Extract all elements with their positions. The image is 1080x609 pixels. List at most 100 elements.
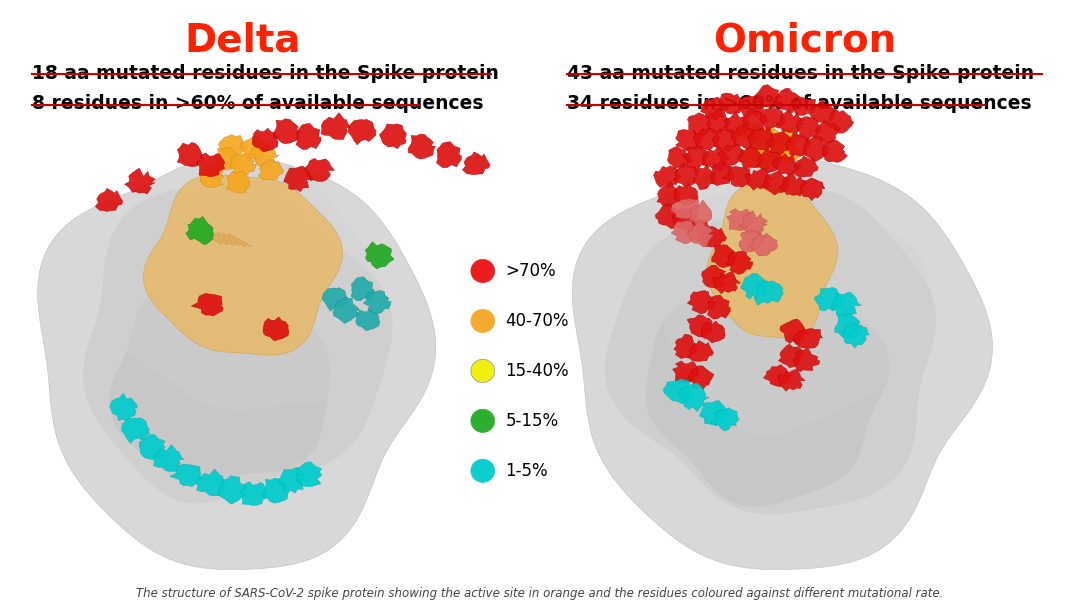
Polygon shape — [186, 216, 214, 244]
Polygon shape — [674, 163, 699, 187]
Polygon shape — [832, 292, 861, 318]
Polygon shape — [745, 168, 773, 190]
Polygon shape — [794, 348, 820, 371]
Polygon shape — [109, 260, 330, 484]
Text: 34 residues in >60% of available sequences: 34 residues in >60% of available sequenc… — [567, 94, 1031, 113]
Polygon shape — [725, 251, 753, 275]
Polygon shape — [109, 161, 373, 410]
Polygon shape — [688, 366, 714, 390]
Polygon shape — [741, 273, 769, 299]
Polygon shape — [757, 149, 782, 173]
Polygon shape — [700, 401, 729, 426]
Ellipse shape — [471, 359, 495, 382]
Polygon shape — [731, 125, 757, 149]
Polygon shape — [296, 462, 322, 487]
Polygon shape — [110, 393, 137, 421]
Polygon shape — [379, 124, 406, 149]
Polygon shape — [712, 245, 737, 268]
Text: 18 aa mutated residues in the Spike protein: 18 aa mutated residues in the Spike prot… — [32, 64, 499, 83]
Polygon shape — [748, 233, 778, 256]
Polygon shape — [258, 159, 284, 180]
Polygon shape — [702, 146, 730, 170]
Polygon shape — [333, 297, 360, 323]
Polygon shape — [218, 476, 247, 504]
Polygon shape — [702, 265, 726, 288]
Text: The structure of SARS-CoV-2 spike protein showing the active site in orange and : The structure of SARS-CoV-2 spike protei… — [136, 587, 944, 600]
Polygon shape — [124, 168, 156, 194]
Polygon shape — [191, 294, 224, 316]
Text: 40-70%: 40-70% — [505, 312, 569, 330]
Polygon shape — [663, 379, 692, 403]
Polygon shape — [262, 478, 289, 503]
Polygon shape — [572, 155, 993, 569]
Polygon shape — [772, 153, 801, 176]
Polygon shape — [738, 96, 764, 119]
Polygon shape — [671, 220, 699, 244]
Polygon shape — [656, 204, 681, 228]
Polygon shape — [793, 328, 823, 348]
Polygon shape — [251, 143, 280, 169]
Polygon shape — [701, 321, 725, 343]
Polygon shape — [756, 127, 781, 147]
Polygon shape — [672, 208, 700, 230]
Polygon shape — [673, 361, 699, 383]
Text: Omicron: Omicron — [713, 21, 896, 59]
Polygon shape — [693, 128, 721, 150]
Polygon shape — [436, 142, 461, 168]
Polygon shape — [711, 407, 740, 431]
Polygon shape — [351, 277, 374, 301]
Polygon shape — [228, 153, 256, 177]
Polygon shape — [653, 166, 681, 188]
Polygon shape — [273, 119, 300, 144]
Polygon shape — [792, 96, 819, 116]
Polygon shape — [663, 187, 928, 435]
Polygon shape — [144, 175, 342, 355]
Polygon shape — [38, 155, 435, 569]
Polygon shape — [683, 146, 710, 169]
Polygon shape — [363, 290, 391, 314]
Polygon shape — [200, 164, 224, 188]
Polygon shape — [719, 93, 745, 114]
Polygon shape — [240, 136, 269, 163]
Polygon shape — [218, 135, 246, 157]
Polygon shape — [355, 309, 379, 331]
Polygon shape — [701, 226, 727, 247]
Polygon shape — [727, 209, 753, 231]
Polygon shape — [215, 147, 240, 171]
Polygon shape — [153, 445, 184, 471]
Polygon shape — [365, 242, 394, 269]
Polygon shape — [170, 464, 202, 487]
Polygon shape — [687, 290, 715, 314]
Text: 1-5%: 1-5% — [505, 462, 548, 480]
Polygon shape — [177, 143, 202, 167]
Polygon shape — [687, 113, 712, 138]
Polygon shape — [240, 482, 268, 505]
Polygon shape — [775, 128, 799, 149]
Polygon shape — [777, 110, 805, 133]
Polygon shape — [121, 418, 150, 443]
Polygon shape — [197, 153, 225, 177]
Text: Delta: Delta — [185, 21, 301, 59]
Polygon shape — [674, 184, 698, 206]
Ellipse shape — [471, 259, 495, 283]
Polygon shape — [786, 133, 811, 156]
Polygon shape — [827, 109, 854, 133]
Polygon shape — [462, 152, 490, 175]
Polygon shape — [284, 166, 313, 192]
Polygon shape — [713, 272, 741, 294]
Text: 8 residues in >60% of available sequences: 8 residues in >60% of available sequence… — [32, 94, 484, 113]
Polygon shape — [678, 383, 710, 412]
Polygon shape — [739, 231, 766, 252]
Polygon shape — [799, 178, 825, 201]
Polygon shape — [841, 323, 869, 348]
Polygon shape — [657, 181, 679, 207]
Ellipse shape — [471, 409, 495, 432]
Polygon shape — [723, 166, 752, 187]
Polygon shape — [321, 113, 351, 139]
Polygon shape — [688, 222, 714, 247]
Polygon shape — [408, 134, 435, 159]
Polygon shape — [693, 164, 716, 190]
Polygon shape — [706, 109, 730, 133]
Polygon shape — [676, 130, 702, 150]
Text: >70%: >70% — [505, 262, 556, 280]
